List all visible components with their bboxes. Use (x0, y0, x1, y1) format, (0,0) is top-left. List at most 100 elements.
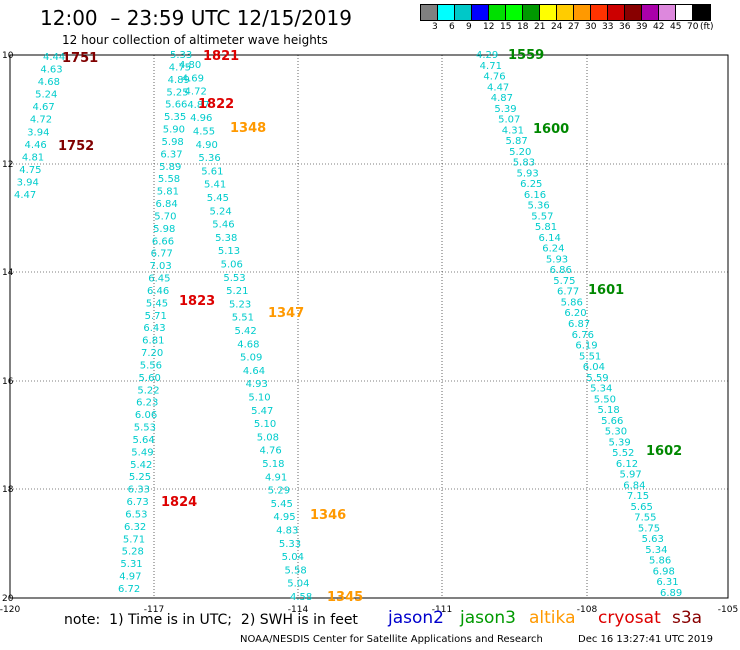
wave-height-value: 7.55 (634, 513, 656, 524)
wave-height-value: 5.25 (129, 472, 151, 483)
color-scale-swatch (540, 5, 557, 20)
y-tick-label: 12 (2, 160, 13, 170)
wave-height-value: 5.58 (158, 174, 180, 185)
credit-line: NOAA/NESDIS Center for Satellite Applica… (240, 634, 543, 645)
wave-height-value: 5.13 (218, 246, 240, 257)
wave-height-value: 5.70 (154, 211, 176, 222)
pass-time-label: 1559 (508, 48, 544, 63)
wave-height-value: 4.95 (273, 512, 295, 523)
wave-height-value: 6.84 (623, 480, 645, 491)
generation-timestamp: Dec 16 13:27:41 UTC 2019 (578, 634, 713, 645)
wave-height-value: 4.76 (483, 72, 505, 83)
x-tick-label: -105 (718, 605, 738, 615)
map-grid (10, 55, 728, 598)
color-scale-label: 45 (670, 22, 682, 32)
wave-height-value: 4.47 (487, 82, 509, 93)
color-scale-label: 27 (568, 22, 580, 32)
wave-height-value: 6.06 (135, 410, 157, 421)
wave-height-value: 6.77 (151, 249, 173, 260)
wave-height-value: 5.51 (579, 351, 601, 362)
wave-height-value: 5.22 (137, 385, 159, 396)
altimeter-tracks: 4.444.634.685.244.674.723.944.464.814.75… (14, 50, 682, 603)
track-2: 5.334.754.895.255.665.355.905.986.375.89… (118, 50, 192, 595)
color-scale-label: 33 (602, 22, 614, 32)
wave-height-value: 5.93 (516, 168, 538, 179)
wave-height-value: 5.51 (232, 313, 254, 324)
wave-height-value: 4.44 (43, 52, 65, 63)
wave-height-value: 5.42 (130, 460, 152, 471)
wave-height-value: 3.94 (27, 127, 49, 138)
color-scale-label: 21 (534, 22, 546, 32)
wave-height-value: 4.76 (259, 446, 281, 457)
wave-height-value: 5.28 (122, 547, 144, 558)
wave-height-value: 5.18 (262, 459, 284, 470)
wave-height-value: 5.39 (494, 104, 516, 115)
wave-height-value: 4.87 (187, 100, 209, 111)
track-1: 4.444.634.685.244.674.723.944.464.814.75… (14, 52, 65, 201)
wave-height-value: 4.87 (491, 93, 513, 104)
wave-height-value: 4.97 (119, 572, 141, 583)
wave-height-value: 4.29 (476, 50, 498, 61)
color-scale-label: 3 (432, 22, 438, 32)
track-3: 4.80 4.69 4.72 4.87 4.96 4.55 4.90 5.36 5.61 5.41… (179, 60, 312, 603)
wave-height-value: 4.67 (32, 102, 54, 113)
color-scale-swatch (642, 5, 659, 20)
pass-time-label: 1602 (646, 444, 682, 459)
pass-time-label: 1821 (203, 49, 239, 64)
wave-height-value: 6.87 (568, 319, 590, 330)
wave-height-value: 4.72 (185, 87, 207, 98)
pass-time-label: 1751 (62, 51, 98, 66)
wave-height-value: 4.68 (38, 77, 60, 88)
wave-height-value: 4.64 (243, 366, 265, 377)
color-scale-swatch (557, 5, 574, 20)
wave-height-value: 5.89 (159, 162, 181, 173)
wave-height-value: 6.81 (142, 336, 164, 347)
pass-time-label: 1346 (310, 508, 346, 523)
x-tick-label: -120 (0, 605, 20, 615)
wave-height-value: 5.04 (282, 552, 304, 563)
wave-height-value: 4.58 (290, 592, 312, 603)
wave-height-value: 5.42 (235, 326, 257, 337)
wave-height-value: 5.08 (257, 432, 279, 443)
wave-height-value: 5.39 (608, 437, 630, 448)
wave-height-value: 6.20 (564, 308, 586, 319)
color-scale-swatch (608, 5, 625, 20)
wave-height-value: 5.58 (284, 565, 306, 576)
color-scale-label: 18 (517, 22, 529, 32)
axis-tick-labels: -120 -117 -114 -111 -108 -105 10 12 14 16 18 20 (0, 51, 738, 615)
wave-height-value: 6.46 (147, 286, 169, 297)
color-scale-swatch (625, 5, 642, 20)
wave-height-value: 5.46 (212, 220, 234, 231)
wave-height-value: 5.97 (620, 470, 642, 481)
wave-height-value: 6.23 (136, 398, 158, 409)
wave-height-value: 5.24 (35, 90, 57, 101)
wave-height-value: 5.06 (221, 260, 243, 271)
wave-height-value: 5.31 (120, 559, 142, 570)
wave-height-value: 5.66 (601, 416, 623, 427)
wave-height-value: 5.38 (215, 233, 237, 244)
wave-height-value: 6.53 (125, 509, 147, 520)
wave-height-value: 7.03 (149, 261, 171, 272)
x-tick-label: -114 (288, 605, 309, 615)
x-tick-label: -108 (577, 605, 598, 615)
wave-height-value: 4.63 (40, 65, 62, 76)
y-tick-label: 16 (2, 377, 14, 387)
wave-height-value: 4.47 (14, 190, 36, 201)
x-tick-label: -111 (432, 605, 452, 615)
wave-height-value: 6.89 (660, 588, 682, 599)
wave-height-value: 5.93 (546, 254, 568, 265)
wave-height-value: 5.36 (528, 201, 550, 212)
wave-height-value: 5.49 (131, 447, 153, 458)
color-scale-swatch (438, 5, 455, 20)
wave-height-value: 5.63 (642, 534, 664, 545)
x-tick-label: -117 (144, 605, 164, 615)
pass-time-label: 1600 (533, 122, 569, 137)
wave-height-value: 4.75 (169, 62, 191, 73)
wave-height-value: 5.45 (271, 499, 293, 510)
wave-height-value: 6.16 (524, 190, 546, 201)
wave-height-value: 5.57 (531, 211, 553, 222)
wave-height-value: 5.53 (223, 273, 245, 284)
wave-height-value: 5.66 (165, 100, 187, 111)
color-scale-label: (ft) (700, 22, 714, 32)
